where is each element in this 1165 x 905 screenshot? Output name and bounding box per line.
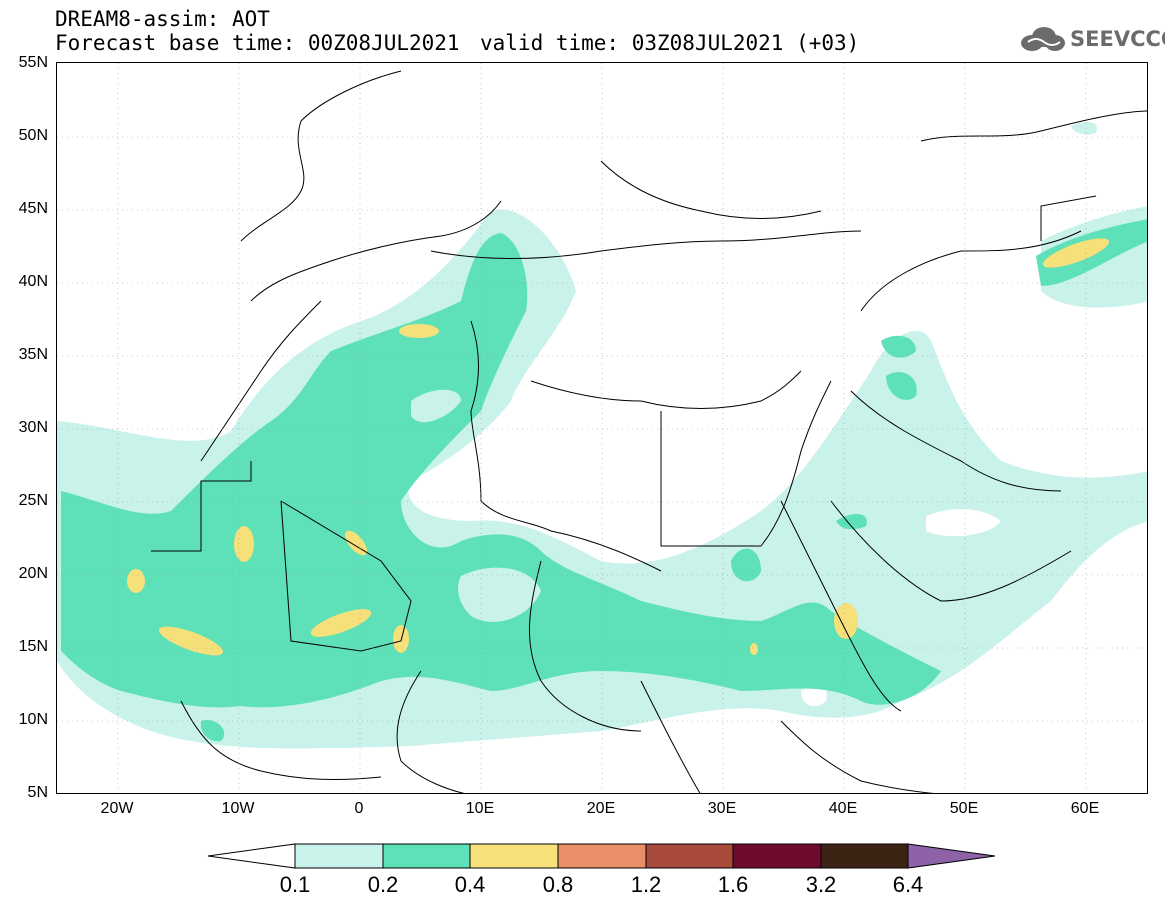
logo-text: SEEVCCC: [1070, 27, 1165, 51]
colorbar-label-3.2: 3.2: [805, 872, 837, 897]
lat-label-35n: 35N: [18, 346, 48, 363]
lon-label-30e: 30E: [707, 800, 737, 817]
colorbar-segment-6: [732, 843, 822, 869]
colorbar-label-0.1: 0.1: [279, 872, 311, 897]
colorbar-segment-3: [469, 843, 559, 869]
colorbar-label-0.4: 0.4: [454, 872, 486, 897]
seevccc-logo: SEEVCCC: [1018, 24, 1165, 54]
colorbar-segment-4: [557, 843, 647, 869]
lat-label-20n: 20N: [18, 565, 48, 582]
lon-label-60e: 60E: [1070, 800, 1100, 817]
graticule: [57, 63, 1147, 793]
map-area: [56, 62, 1148, 794]
lon-label-20w: 20W: [100, 800, 134, 817]
map-title: DREAM8-assim: AOT: [55, 7, 270, 31]
lon-label-10w: 10W: [221, 800, 255, 817]
colorbar-arrow-right: [907, 843, 996, 869]
lat-label-15n: 15N: [18, 638, 48, 655]
colorbar-label-6.4: 6.4: [892, 872, 924, 897]
colorbar-segment-5: [645, 843, 734, 869]
lat-label-40n: 40N: [18, 273, 48, 290]
lat-label-50n: 50N: [18, 127, 48, 144]
colorbar-arrow-left: [207, 843, 296, 869]
lon-label-0: 0: [354, 800, 364, 817]
colorbar-label-1.6: 1.6: [717, 872, 749, 897]
colorbar-label-0.2: 0.2: [367, 872, 399, 897]
lat-label-5n: 5N: [27, 784, 48, 801]
lat-label-10n: 10N: [18, 711, 48, 728]
colorbar: [207, 843, 996, 869]
colorbar-segment-2: [382, 843, 471, 869]
forecast-base-time: Forecast base time: 00Z08JUL2021: [55, 31, 460, 55]
colorbar-label-0.8: 0.8: [542, 872, 574, 897]
colorbar-segment-7: [820, 843, 909, 869]
lon-label-20e: 20E: [586, 800, 616, 817]
cloud-icon: [1021, 27, 1065, 51]
lat-label-25n: 25N: [18, 492, 48, 509]
lon-label-40e: 40E: [828, 800, 858, 817]
country-borders: [151, 70, 1147, 793]
clear-sky-region: [801, 509, 1001, 707]
lat-label-55n: 55N: [18, 54, 48, 71]
aot-light-patches: [411, 389, 541, 622]
lat-label-45n: 45N: [18, 200, 48, 217]
colorbar-label-1.2: 1.2: [630, 872, 662, 897]
lon-label-50e: 50E: [949, 800, 979, 817]
colorbar-segment-1: [294, 843, 384, 869]
lat-label-30n: 30N: [18, 419, 48, 436]
valid-time: valid time: 03Z08JUL2021 (+03): [480, 31, 860, 55]
aot-map: [57, 63, 1147, 793]
lon-label-10e: 10E: [465, 800, 495, 817]
